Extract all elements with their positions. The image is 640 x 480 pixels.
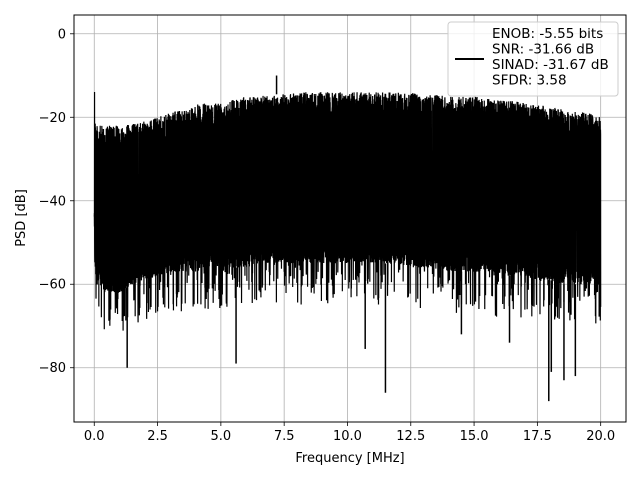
legend: ENOB: -5.55 bits SNR: -31.66 dB SINAD: -31…	[447, 21, 619, 97]
x-tick-label: 2.5	[147, 429, 168, 444]
y-tick-label: −40	[39, 194, 66, 209]
legend-line: SINAD: -31.67 dB	[492, 57, 609, 73]
y-tick-label: −80	[39, 361, 66, 376]
legend-box	[447, 21, 619, 97]
x-tick-label: 10.0	[333, 429, 362, 444]
plot-area	[93, 75, 602, 402]
legend-label: ENOB: -5.55 bits SNR: -31.66 dB SINAD: -31…	[492, 26, 609, 89]
x-axis-label: Frequency [MHz]	[295, 451, 404, 466]
x-tick-label: 20.0	[586, 429, 615, 444]
axes-frame	[73, 14, 627, 423]
legend-line: ENOB: -5.55 bits	[492, 26, 603, 42]
x-tick-label: 17.5	[523, 429, 552, 444]
x-tick-label: 15.0	[460, 429, 489, 444]
y-tick-label: −60	[39, 278, 66, 293]
x-tick-label: 5.0	[211, 429, 232, 444]
y-tick-label: 0	[58, 27, 66, 42]
y-axis-label: PSD [dB]	[14, 189, 29, 247]
x-tick-label: 7.5	[274, 429, 295, 444]
legend-line: SNR: -31.66 dB	[492, 42, 594, 58]
y-tick-label: −20	[39, 111, 66, 126]
legend-line: SFDR: 3.58	[492, 73, 567, 89]
x-tick-label: 0.0	[84, 429, 105, 444]
psd-series-line	[93, 92, 602, 331]
x-tick-label: 12.5	[396, 429, 425, 444]
x-axis: 0.0 2.5 5.0 7.5 10.0 12.5 15.0 17.5 20.0	[84, 422, 615, 444]
y-axis: 0 −20 −40 −60 −80	[39, 27, 74, 376]
